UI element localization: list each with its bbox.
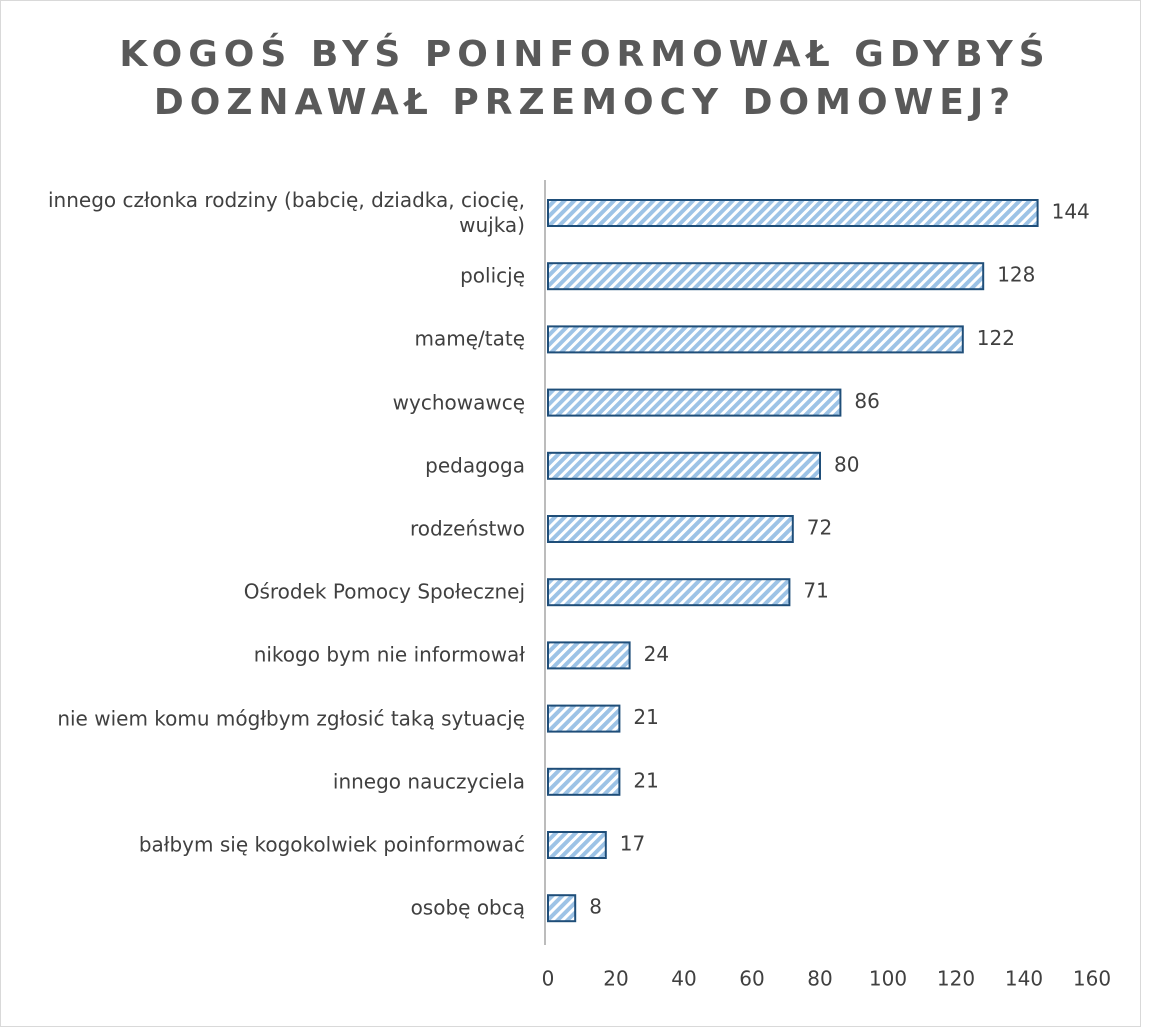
bar [547, 262, 985, 291]
data-label: 17 [620, 832, 645, 856]
x-tick-label: 60 [739, 967, 764, 991]
bar [547, 767, 621, 796]
data-label: 21 [633, 705, 658, 729]
chart-title: DOZNAWAŁ PRZEMOCY DOMOWEJ? [154, 82, 1016, 123]
data-label: 144 [1052, 200, 1090, 224]
bar [547, 894, 577, 923]
data-label: 24 [644, 642, 669, 666]
category-label: bałbym się kogokolwiek poinformować [138, 832, 525, 857]
bar [547, 199, 1039, 227]
bar [547, 515, 794, 543]
data-label: 80 [834, 452, 859, 476]
category-label: pedagoga [425, 453, 525, 478]
data-label: 8 [589, 895, 602, 919]
x-tick-label: 140 [1005, 967, 1043, 991]
data-label: 21 [633, 768, 658, 792]
data-label: 72 [807, 516, 832, 540]
data-label: 122 [977, 326, 1015, 350]
category-label: osobę obcą [410, 895, 525, 920]
x-tick-label: 20 [603, 967, 628, 991]
x-tick-label: 0 [542, 967, 555, 991]
x-tick-label: 40 [671, 967, 696, 991]
bar [547, 388, 842, 417]
x-tick-label: 100 [869, 967, 907, 991]
bar [547, 451, 821, 480]
bar [547, 325, 964, 354]
bar [547, 704, 621, 733]
bar [547, 831, 607, 859]
data-label: 86 [854, 389, 879, 413]
category-label: nie wiem komu mógłbym zgłosić taką sytua… [57, 706, 525, 731]
data-label: 71 [803, 579, 828, 603]
data-label: 128 [997, 263, 1035, 287]
category-label: innego nauczyciela [332, 769, 525, 794]
x-tick-label: 120 [937, 967, 975, 991]
category-label: policję [460, 263, 525, 288]
x-tick-label: 160 [1073, 967, 1111, 991]
bar [547, 578, 791, 607]
category-label: Ośrodek Pomocy Społecznej [243, 579, 525, 604]
category-label: rodzeństwo [409, 516, 525, 541]
bar [547, 641, 631, 670]
category-label: wychowawcę [392, 390, 525, 415]
category-label: nikogo bym nie informował [253, 642, 525, 667]
x-tick-label: 80 [807, 967, 832, 991]
category-label: mamę/tatę [414, 326, 525, 351]
chart-title: KOGOŚ BYŚ POINFORMOWAŁ GDYBYŚ [119, 33, 1050, 75]
category-label: innego członka rodziny (babcię, dziadka,… [47, 188, 525, 237]
